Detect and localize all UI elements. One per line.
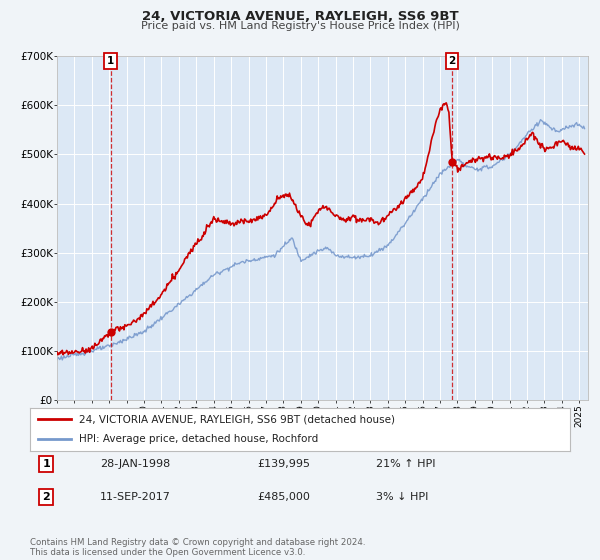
Text: 1: 1 xyxy=(107,56,114,66)
Text: £485,000: £485,000 xyxy=(257,492,310,502)
Text: 11-SEP-2017: 11-SEP-2017 xyxy=(100,492,171,502)
Text: 2: 2 xyxy=(449,56,456,66)
Text: 24, VICTORIA AVENUE, RAYLEIGH, SS6 9BT: 24, VICTORIA AVENUE, RAYLEIGH, SS6 9BT xyxy=(142,10,458,23)
Text: Price paid vs. HM Land Registry's House Price Index (HPI): Price paid vs. HM Land Registry's House … xyxy=(140,21,460,31)
Text: 28-JAN-1998: 28-JAN-1998 xyxy=(100,459,170,469)
Text: 3% ↓ HPI: 3% ↓ HPI xyxy=(376,492,428,502)
Text: £139,995: £139,995 xyxy=(257,459,310,469)
Text: This data is licensed under the Open Government Licence v3.0.: This data is licensed under the Open Gov… xyxy=(30,548,305,557)
Text: HPI: Average price, detached house, Rochford: HPI: Average price, detached house, Roch… xyxy=(79,434,318,444)
Text: 24, VICTORIA AVENUE, RAYLEIGH, SS6 9BT (detached house): 24, VICTORIA AVENUE, RAYLEIGH, SS6 9BT (… xyxy=(79,414,395,424)
Text: 21% ↑ HPI: 21% ↑ HPI xyxy=(376,459,435,469)
Text: Contains HM Land Registry data © Crown copyright and database right 2024.: Contains HM Land Registry data © Crown c… xyxy=(30,538,365,547)
Text: 1: 1 xyxy=(43,459,50,469)
Text: 2: 2 xyxy=(43,492,50,502)
